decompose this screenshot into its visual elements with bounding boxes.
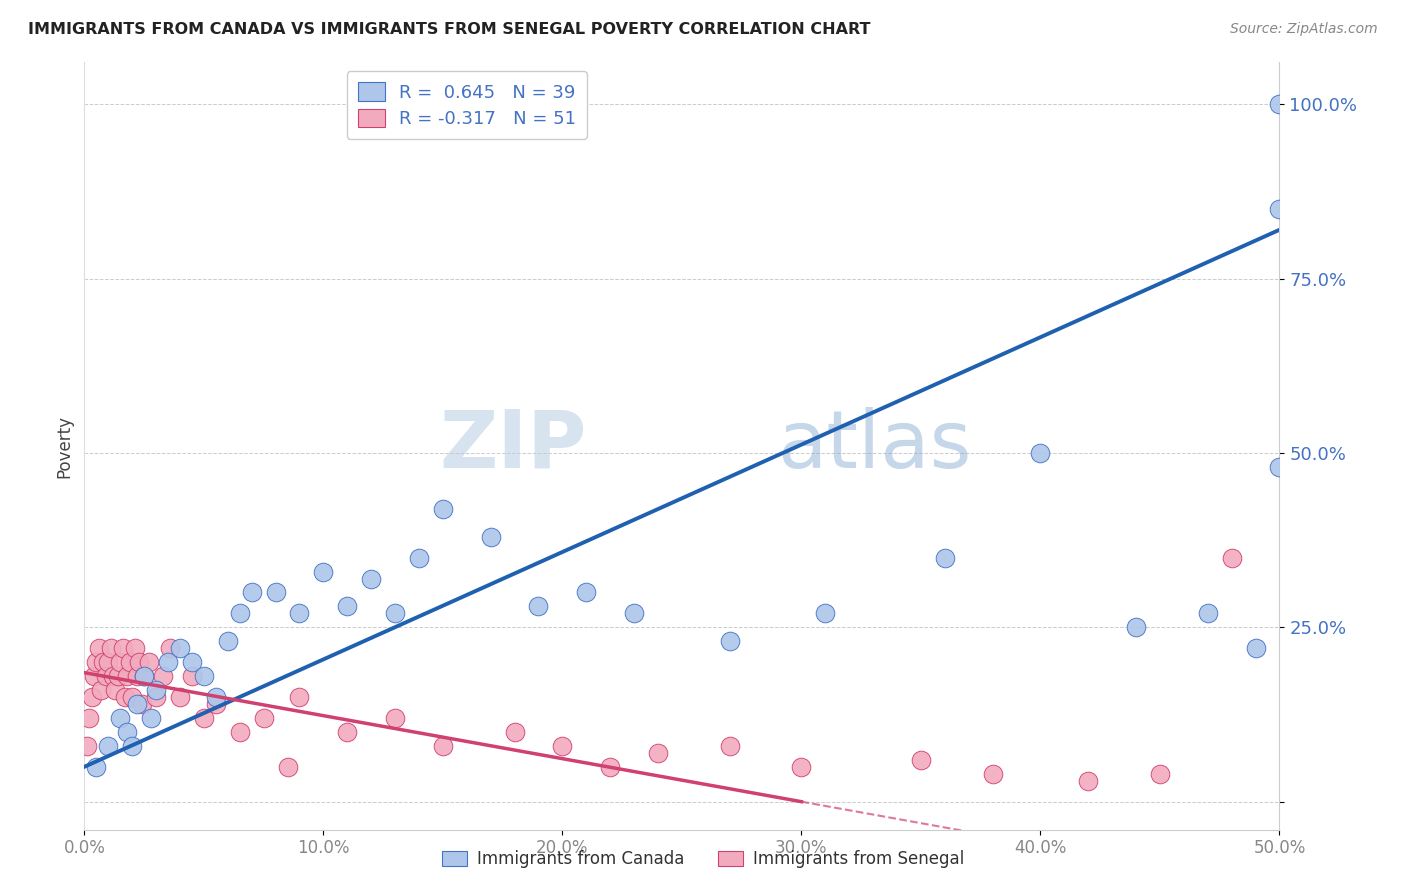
Point [205, 690, 228, 704]
Point [432, 501, 454, 516]
Point [432, 739, 454, 753]
Point [551, 739, 574, 753]
Point [360, 572, 382, 586]
Point [157, 655, 180, 669]
Point [193, 669, 215, 683]
Point [110, 711, 132, 725]
Point [111, 641, 134, 656]
Point [240, 585, 263, 599]
Text: Source: ZipAtlas.com: Source: ZipAtlas.com [1230, 22, 1378, 37]
Point [336, 725, 359, 739]
Point [83, 669, 105, 683]
Point [101, 669, 124, 683]
Point [1244, 641, 1267, 656]
Point [145, 683, 167, 698]
Point [910, 753, 932, 767]
Point [288, 690, 311, 704]
Point [479, 530, 502, 544]
Point [94, 669, 117, 683]
Point [117, 725, 139, 739]
Point [118, 655, 141, 669]
Point [90, 683, 112, 698]
Legend: R =  0.645   N = 39, R = -0.317   N = 51: R = 0.645 N = 39, R = -0.317 N = 51 [347, 71, 586, 139]
Point [181, 669, 204, 683]
Point [981, 766, 1004, 780]
Point [1268, 202, 1291, 216]
Point [217, 634, 239, 648]
Point [1220, 550, 1243, 565]
Point [117, 669, 139, 683]
Point [1268, 97, 1291, 112]
Point [718, 634, 741, 648]
Point [121, 739, 143, 753]
Point [1125, 620, 1147, 634]
Text: atlas: atlas [778, 407, 972, 485]
Point [1029, 446, 1052, 460]
Point [312, 565, 335, 579]
Point [145, 690, 167, 704]
Point [647, 746, 669, 760]
Point [76, 739, 98, 753]
Point [1149, 766, 1171, 780]
Point [277, 760, 299, 774]
Point [1077, 773, 1099, 788]
Point [384, 711, 406, 725]
Point [253, 711, 276, 725]
Point [110, 655, 132, 669]
Point [264, 585, 287, 599]
Point [128, 655, 150, 669]
Point [141, 711, 163, 725]
Point [86, 760, 108, 774]
Point [599, 760, 621, 774]
Point [205, 697, 228, 711]
Point [336, 599, 359, 614]
Point [121, 690, 143, 704]
Y-axis label: Poverty: Poverty [55, 415, 73, 477]
Point [77, 711, 100, 725]
Point [169, 690, 191, 704]
Point [1268, 459, 1291, 474]
Point [718, 739, 741, 753]
Point [159, 641, 181, 656]
Point [131, 697, 153, 711]
Point [93, 655, 115, 669]
Point [623, 607, 645, 621]
Point [132, 669, 156, 683]
Point [114, 690, 136, 704]
Point [934, 550, 956, 565]
Point [138, 655, 160, 669]
Point [97, 739, 120, 753]
Point [408, 550, 430, 565]
Point [124, 641, 146, 656]
Point [104, 683, 127, 698]
Point [152, 669, 174, 683]
Point [181, 655, 204, 669]
Point [80, 690, 103, 704]
Point [107, 669, 129, 683]
Legend: Immigrants from Canada, Immigrants from Senegal: Immigrants from Canada, Immigrants from … [436, 844, 970, 875]
Point [790, 760, 813, 774]
Point [97, 655, 120, 669]
Point [503, 725, 526, 739]
Text: ZIP: ZIP [439, 407, 586, 485]
Point [132, 669, 156, 683]
Point [229, 725, 252, 739]
Point [125, 697, 148, 711]
Point [288, 607, 311, 621]
Point [527, 599, 550, 614]
Point [384, 607, 406, 621]
Point [86, 655, 108, 669]
Point [229, 607, 252, 621]
Point [575, 585, 598, 599]
Point [169, 641, 191, 656]
Point [1197, 607, 1219, 621]
Text: IMMIGRANTS FROM CANADA VS IMMIGRANTS FROM SENEGAL POVERTY CORRELATION CHART: IMMIGRANTS FROM CANADA VS IMMIGRANTS FRO… [28, 22, 870, 37]
Point [193, 711, 215, 725]
Point [87, 641, 110, 656]
Point [125, 669, 148, 683]
Point [814, 607, 837, 621]
Point [100, 641, 122, 656]
